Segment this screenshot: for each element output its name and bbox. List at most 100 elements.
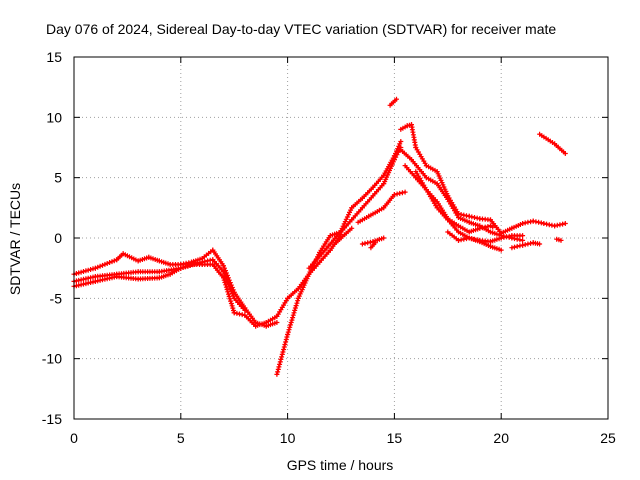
data-point (228, 288, 234, 294)
y-axis-label: SDTVAR / TECUs (7, 183, 23, 295)
series-line (72, 233, 343, 328)
data-point (97, 263, 103, 269)
data-point (279, 354, 285, 360)
data-point (284, 334, 290, 340)
series-layer (71, 96, 568, 377)
data-point (225, 289, 231, 295)
data-point (275, 369, 281, 375)
data-point (274, 371, 280, 377)
x-tick-label: 5 (177, 430, 185, 446)
data-point (242, 307, 248, 313)
data-point (222, 271, 227, 277)
x-tick-label: 15 (387, 430, 403, 446)
data-point (293, 303, 299, 309)
data-point (396, 143, 402, 149)
data-point (109, 259, 115, 265)
series-track-p (509, 240, 543, 251)
data-point (402, 189, 408, 195)
data-point (230, 293, 236, 299)
data-point (372, 240, 378, 246)
data-point (286, 327, 292, 333)
series-track-i (368, 240, 378, 251)
data-point (228, 301, 234, 306)
data-point (223, 282, 229, 288)
data-point (393, 151, 398, 156)
data-point (229, 303, 235, 309)
series-line (369, 241, 377, 249)
data-point (197, 260, 203, 266)
data-point (290, 315, 296, 321)
x-tick-labels: 0 5 10 15 20 25 (70, 430, 616, 446)
data-point (78, 269, 84, 275)
data-point (285, 329, 291, 335)
data-point (221, 263, 226, 269)
data-point (288, 320, 294, 325)
data-point (277, 361, 283, 367)
data-point (276, 364, 282, 370)
data-point (104, 261, 110, 266)
data-point (95, 264, 101, 270)
y-tick-label: -10 (42, 351, 62, 367)
data-point (226, 283, 232, 289)
x-tick-label: 0 (70, 430, 78, 446)
chart-title: Day 076 of 2024, Sidereal Day-to-day VTE… (46, 21, 556, 37)
data-point (76, 270, 82, 276)
series-track-q (537, 131, 568, 156)
data-point (339, 226, 345, 231)
data-point (223, 276, 229, 282)
data-point (349, 225, 355, 231)
data-point (223, 274, 228, 280)
y-tick-label: 15 (46, 49, 62, 65)
data-point (399, 190, 405, 196)
data-point (342, 219, 348, 225)
data-point (381, 235, 387, 241)
data-point (295, 298, 301, 304)
data-point (520, 237, 526, 243)
data-point (226, 291, 231, 297)
data-point (283, 339, 289, 345)
data-point (394, 96, 399, 102)
data-point (281, 347, 287, 352)
data-point (227, 296, 233, 302)
data-point (512, 244, 517, 250)
data-point (280, 349, 286, 355)
data-point (230, 305, 236, 311)
data-point (227, 286, 233, 292)
series-track-e (306, 139, 404, 271)
data-point (102, 261, 108, 267)
data-point (194, 261, 200, 266)
series-track-d (274, 145, 404, 377)
data-point (187, 263, 193, 268)
series-track-g (355, 189, 408, 225)
data-point (274, 320, 280, 325)
data-point (292, 307, 298, 313)
data-point (292, 305, 298, 311)
data-point (222, 265, 227, 271)
data-point (190, 262, 196, 268)
data-point (290, 312, 296, 318)
y-tick-label: -5 (50, 290, 63, 306)
series-track-o (445, 229, 526, 245)
x-axis-label: GPS time / hours (287, 457, 394, 473)
data-point (490, 224, 496, 230)
series-track-j (387, 96, 399, 108)
series-track-l (398, 147, 526, 243)
x-tick-label: 25 (600, 430, 616, 446)
data-point (185, 263, 191, 269)
data-point (282, 342, 288, 347)
series-track-k (398, 122, 568, 236)
y-tick-label: 5 (54, 170, 62, 186)
series-track-a (71, 247, 280, 329)
series-track-r (554, 236, 564, 243)
data-point (107, 260, 113, 265)
data-point (224, 287, 230, 292)
x-tick-label: 20 (493, 430, 509, 446)
data-point (498, 247, 504, 253)
data-point (558, 237, 564, 243)
data-point (178, 265, 184, 271)
y-tick-labels: -15 -10 -5 0 5 10 15 (42, 49, 62, 427)
data-point (111, 258, 117, 264)
data-point (520, 233, 526, 239)
series-track-b (71, 231, 344, 329)
series-track-h (359, 235, 387, 247)
